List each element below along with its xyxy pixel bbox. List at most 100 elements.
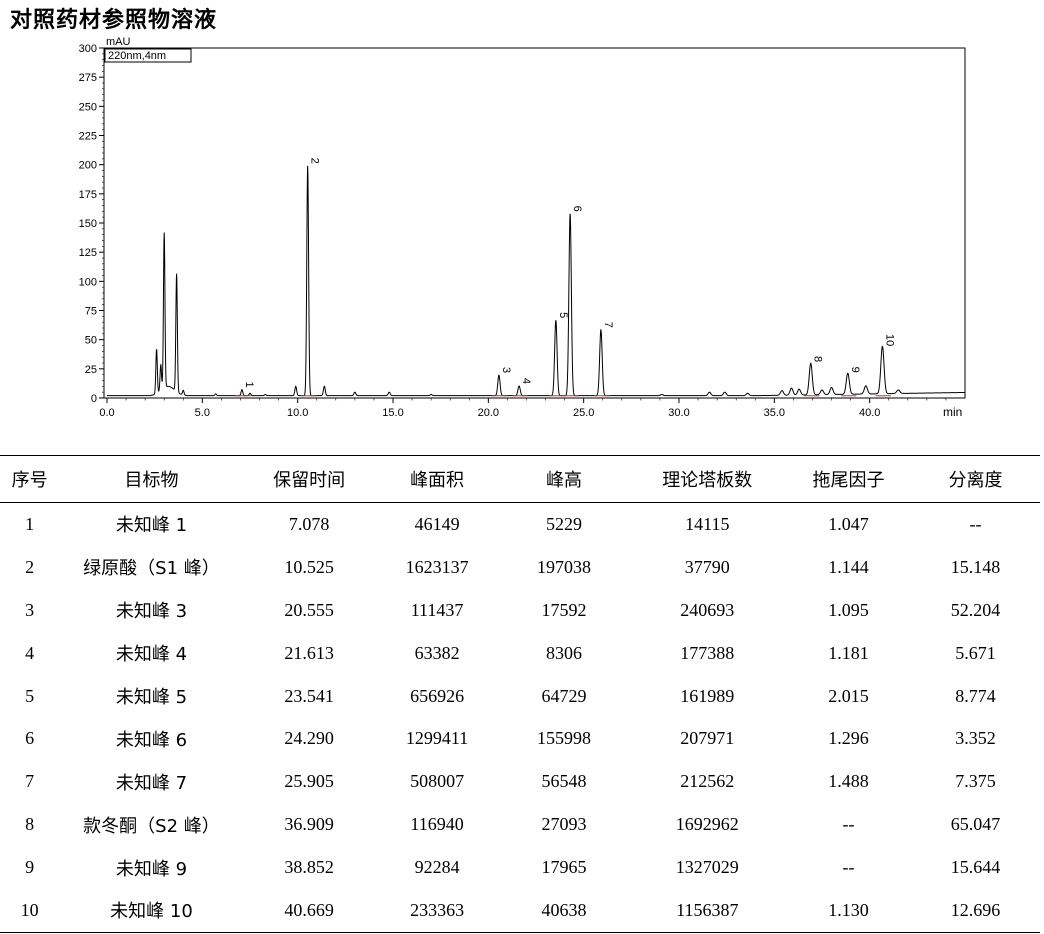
table-cell: 1.047 (828, 513, 869, 534)
table-cell: 1156387 (628, 889, 787, 933)
table-cell: 40.669 (243, 889, 375, 933)
table-cell: 1 (25, 513, 35, 534)
table-cell: 111437 (410, 599, 464, 620)
table-row: 4 未知峰 4 21.613 63382 8306 177388 1.181 5.671 (0, 632, 1040, 675)
peak-label: 5 (557, 312, 569, 318)
table-cell: 5.671 (955, 642, 996, 663)
table-cell: -- (842, 857, 855, 878)
table-cell: 177388 (680, 642, 735, 663)
table-cell: 27093 (541, 814, 587, 835)
peak-label: 2 (309, 158, 321, 164)
x-tick-label: 30.0 (668, 407, 689, 419)
chromatogram-trace (107, 165, 965, 397)
table-cell: 240693 (680, 599, 735, 620)
table-cell: 未知峰 5 (115, 687, 188, 708)
y-tick-label: 275 (79, 72, 97, 84)
table-cell: 未知峰 7 (115, 772, 188, 794)
table-cell: 1692962 (675, 814, 739, 835)
table-cell: 1299411 (405, 728, 469, 749)
table-cell: 款冬酮（S2 峰） (83, 815, 220, 837)
y-tick-label: 0 (91, 393, 97, 405)
column-header: 理论塔板数 (628, 455, 787, 503)
table-cell: 656926 (410, 685, 465, 706)
x-axis-label: min (943, 405, 962, 419)
legend-label: 220nm,4nm (108, 50, 166, 62)
table-cell: 10.525 (284, 556, 334, 577)
x-tick-label: 15.0 (382, 407, 403, 419)
table-cell: 4 (25, 642, 35, 663)
table-cell: 37790 (684, 556, 730, 577)
y-axis-label: mAU (106, 36, 131, 48)
peak-table: 序号 目标物 保留时间 峰面积 峰高 理论塔板数 拖尾因子 分离度 1 未知峰 1 7.078 46… (0, 455, 1040, 933)
x-tick-label: 10.0 (287, 407, 308, 419)
table-cell: 未知峰 10 (59, 889, 244, 933)
table-cell: 5 (25, 685, 35, 706)
peak-label: 6 (571, 206, 583, 212)
table-cell: 未知峰 3 (115, 601, 188, 623)
table-cell: 7.375 (955, 771, 996, 792)
table-cell: 未知峰 1 (115, 515, 188, 537)
table-cell: 65.047 (950, 814, 1001, 835)
table-cell: 508007 (410, 771, 465, 792)
table-cell: 9 (25, 857, 35, 878)
column-header: 保留时间 (243, 455, 375, 503)
table-cell: 15.644 (950, 857, 1001, 878)
peak-label: 7 (602, 322, 614, 328)
peak-label: 10 (883, 334, 895, 346)
legend: 220nm,4nm (104, 48, 192, 63)
table-cell: 38.852 (284, 857, 334, 878)
table-cell: 10 (0, 889, 60, 933)
table-cell: 25.905 (284, 771, 334, 792)
table-row: 3 未知峰 3 20.555 111437 17592 240693 1.095 52.204 (0, 589, 1040, 632)
y-tick-label: 50 (85, 335, 97, 347)
table-row: 2 绿原酸（S1 峰） 10.525 1623137 197038 37790 1.144 1… (0, 546, 1040, 589)
y-tick-label: 100 (79, 276, 97, 288)
table-cell: 1.095 (828, 599, 869, 620)
x-tick-label: 20.0 (478, 407, 499, 419)
table-cell: 36.909 (284, 814, 334, 835)
x-tick-label: 25.0 (573, 407, 594, 419)
table-cell: 116940 (410, 814, 464, 835)
table-cell: 46149 (414, 513, 460, 534)
peak-label: 4 (520, 378, 532, 384)
table-body: 1 未知峰 1 7.078 46149 5229 14115 1.047 -- 2 绿原酸（S1 … (0, 503, 1040, 933)
table-cell: 52.204 (950, 599, 1001, 620)
table-cell: 23.541 (284, 685, 334, 706)
chart-title: 对照药材参照物溶液 (10, 8, 218, 33)
table-cell: 14115 (685, 513, 730, 534)
table-cell: 6 (25, 728, 35, 749)
table-cell: 21.613 (284, 642, 334, 663)
column-header: 分离度 (910, 455, 1040, 503)
table-cell: -- (842, 814, 855, 835)
column-header: 峰面积 (374, 455, 500, 503)
x-tick-label: 40.0 (859, 407, 880, 419)
table-cell: 207971 (680, 728, 735, 749)
table-cell: 1623137 (405, 556, 469, 577)
table-cell: 64729 (541, 685, 587, 706)
table-cell: 绿原酸（S1 峰） (83, 558, 220, 580)
x-tick-label: 0.0 (99, 407, 114, 419)
table-cell: 1.296 (828, 728, 869, 749)
y-tick-label: 125 (79, 247, 97, 259)
peak-label: 8 (812, 356, 824, 362)
column-header: 拖尾因子 (786, 455, 911, 503)
table-row: 6 未知峰 6 24.290 1299411 155998 207971 1.296 3.35… (0, 717, 1040, 760)
table-cell: 8306 (545, 642, 582, 663)
table-cell: 197038 (536, 556, 591, 577)
table-cell: 212562 (680, 771, 735, 792)
y-tick-label: 150 (79, 218, 97, 230)
peak-label: 1 (243, 381, 255, 387)
table-cell: 1.144 (828, 556, 869, 577)
y-tick-label: 225 (79, 131, 97, 143)
table-cell: 8.774 (955, 685, 996, 706)
peak-label: 3 (500, 367, 512, 373)
table-cell: 15.148 (950, 556, 1001, 577)
table-cell: 未知峰 9 (115, 858, 188, 880)
table-cell: 8 (25, 814, 35, 835)
column-header: 目标物 (59, 455, 244, 503)
column-header: 序号 (0, 455, 60, 503)
table-cell: 2.015 (828, 685, 869, 706)
plot-frame (103, 47, 966, 399)
table-cell: 7 (25, 771, 35, 792)
